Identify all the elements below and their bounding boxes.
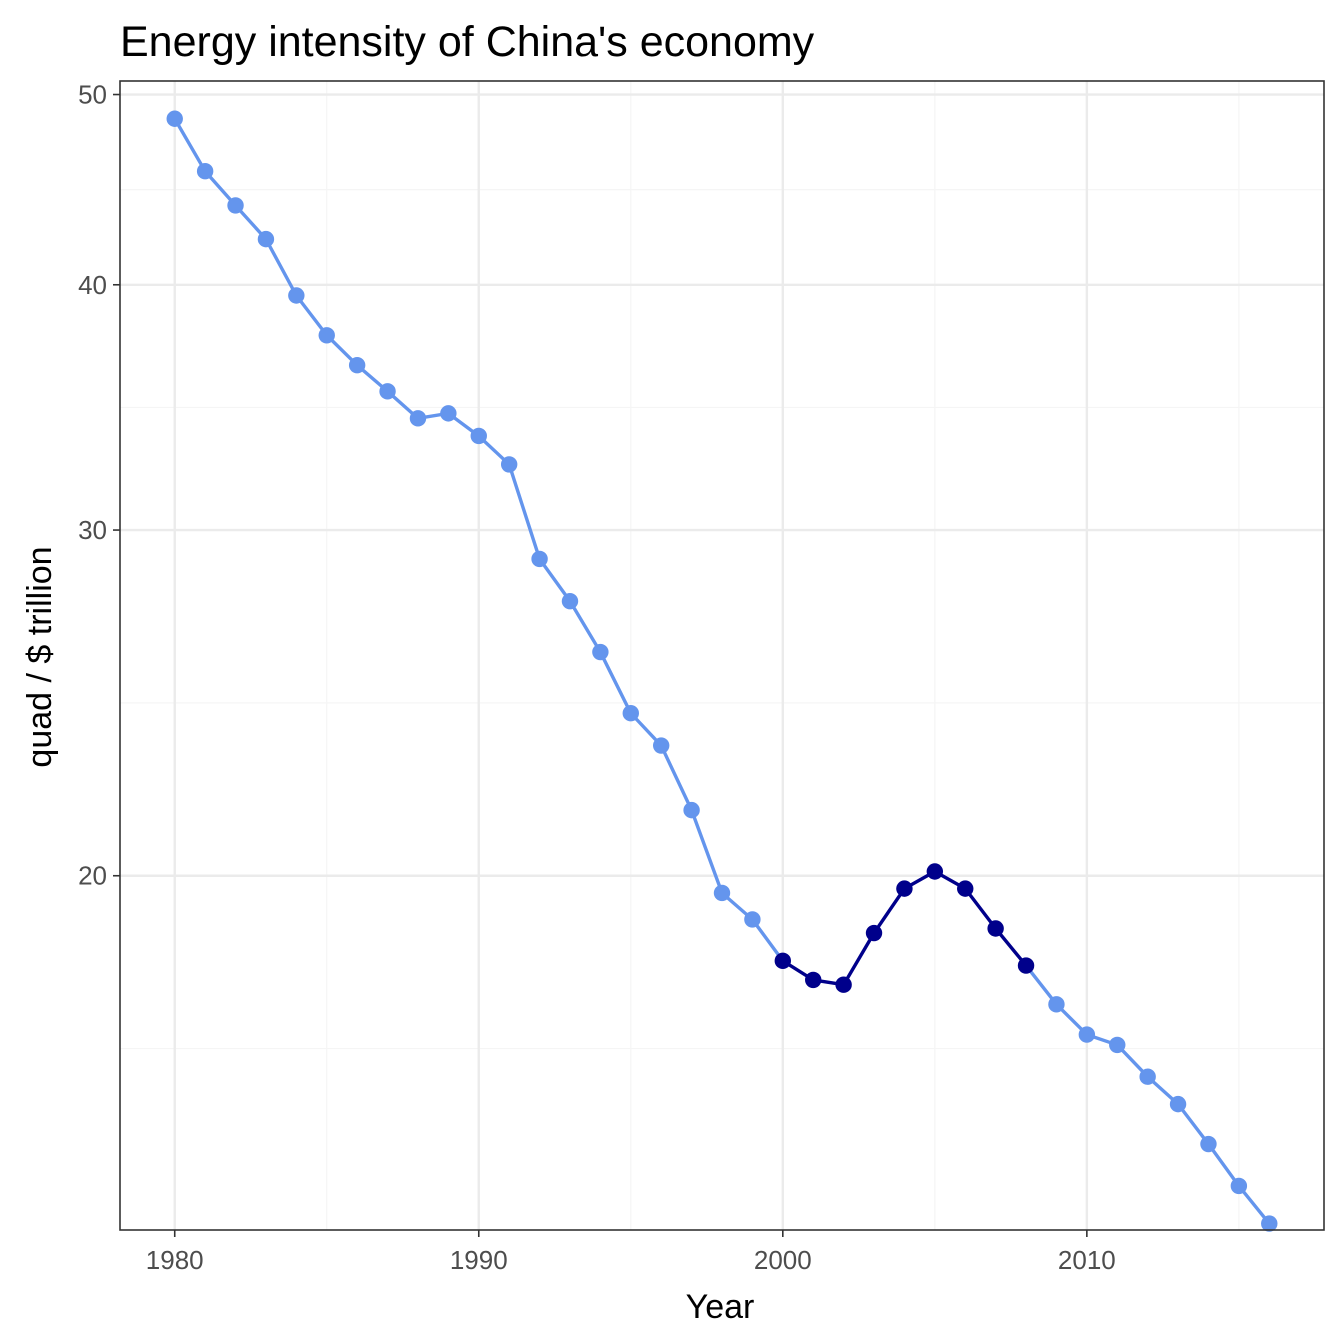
y-axis-title: quad / $ trillion	[21, 546, 59, 767]
data-point	[561, 592, 579, 610]
data-point	[196, 163, 214, 180]
data-point	[744, 911, 761, 928]
grid-lines	[120, 81, 1324, 1230]
x-tick-label: 1980	[146, 1245, 204, 1275]
data-point	[1109, 1036, 1126, 1054]
x-tick-label: 1990	[450, 1245, 508, 1275]
x-tick-label: 2010	[1058, 1245, 1116, 1275]
data-point	[470, 427, 487, 445]
data-point	[592, 643, 609, 661]
data-point	[1048, 996, 1065, 1013]
y-tick-label: 40	[78, 270, 107, 300]
data-point	[227, 197, 244, 214]
data-point	[318, 327, 335, 344]
data-point	[1200, 1135, 1217, 1153]
data-point	[987, 920, 1004, 937]
data-point	[1261, 1215, 1278, 1232]
data-point	[257, 230, 275, 248]
data-point	[835, 976, 852, 993]
data-point	[409, 410, 427, 427]
series-points	[166, 110, 1278, 1232]
data-point	[713, 884, 731, 902]
data-point	[896, 880, 913, 897]
data-point	[288, 287, 305, 304]
data-point	[379, 383, 396, 400]
x-tick-label: 2000	[754, 1245, 812, 1275]
y-tick-label: 30	[78, 515, 107, 545]
data-point	[683, 801, 700, 819]
data-point	[166, 110, 183, 127]
data-point	[1017, 957, 1035, 974]
axes: 1980 1990 2000 2010 20 30 40 50	[78, 80, 1116, 1275]
chart-title: Energy intensity of China's economy	[120, 18, 815, 66]
data-point	[1230, 1177, 1248, 1195]
data-point	[348, 356, 366, 374]
data-point	[805, 971, 822, 989]
data-point	[1169, 1095, 1187, 1113]
data-point	[957, 880, 974, 897]
y-tick-label: 50	[78, 80, 107, 110]
data-point	[926, 863, 944, 880]
x-axis-title: Year	[686, 1288, 755, 1326]
data-point	[440, 405, 457, 422]
data-point	[622, 705, 639, 722]
data-point	[774, 952, 792, 970]
y-tick-label: 20	[78, 861, 107, 891]
data-point	[1078, 1026, 1096, 1043]
data-point	[531, 550, 548, 568]
data-point	[500, 456, 518, 473]
data-point	[652, 737, 670, 754]
panel-border	[119, 80, 1325, 1231]
data-point	[1139, 1068, 1156, 1085]
data-point	[865, 924, 883, 942]
